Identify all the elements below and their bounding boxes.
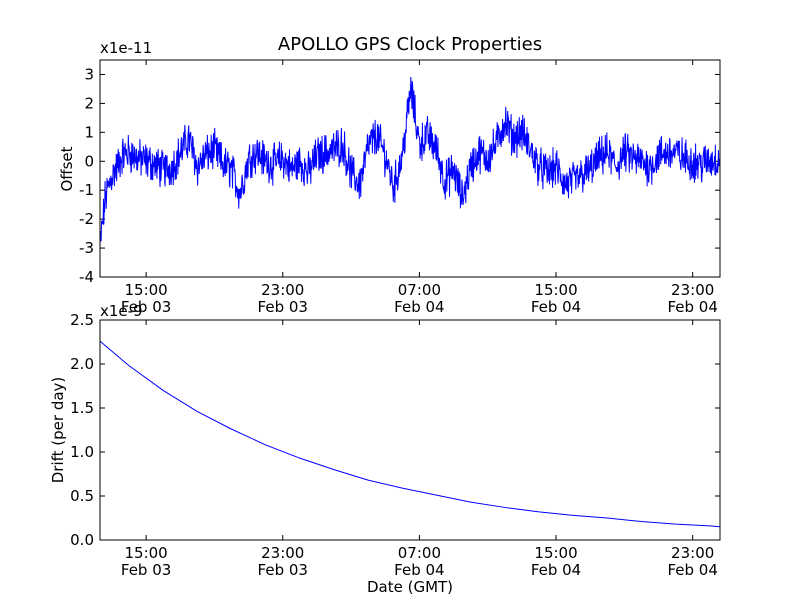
x-tick-label-time: 23:00 (671, 544, 714, 562)
y-multiplier-label: x1e-9 (100, 302, 143, 320)
x-tick-label-date: Feb 04 (531, 298, 581, 316)
x-tick-label-date: Feb 03 (258, 298, 308, 316)
drift-plot-frame (99, 319, 721, 541)
x-tick-label-date: Feb 04 (667, 298, 717, 316)
y-tick-label: 1.5 (70, 399, 94, 417)
y-tick-label: 2.0 (70, 355, 94, 373)
x-tick-label-date: Feb 04 (667, 561, 717, 579)
y-tick-label: 2.5 (70, 311, 94, 329)
y-tick-label: -4 (79, 268, 94, 286)
x-tick-label-time: 15:00 (534, 544, 577, 562)
drift-y-axis-label: Drift (per day) (49, 377, 67, 484)
y-tick-label: 0.5 (70, 487, 94, 505)
y-tick-label: 0.0 (70, 531, 94, 549)
drift-series-line (99, 340, 721, 528)
x-tick-label-date: Feb 04 (394, 561, 444, 579)
chart-title: APOLLO GPS Clock Properties (278, 34, 542, 55)
x-tick-label-time: 15:00 (124, 281, 167, 299)
offset-panel: APOLLO GPS Clock Properties x1e-11 -4 -3 -… (58, 34, 721, 316)
y-tick-label: 2 (84, 94, 94, 112)
y-tick-label: -3 (79, 239, 94, 257)
y-tick-label: -2 (79, 210, 94, 228)
x-axis-label: Date (GMT) (367, 578, 453, 596)
x-tick-label-date: Feb 03 (258, 561, 308, 579)
x-tick-label-time: 23:00 (261, 544, 304, 562)
offset-plot-frame (99, 59, 721, 278)
y-tick-label: 1.0 (70, 443, 94, 461)
x-tick-label-time: 07:00 (398, 544, 441, 562)
offset-series-line (99, 77, 721, 246)
offset-y-axis-label: Offset (58, 146, 76, 191)
x-tick-label-date: Feb 04 (531, 561, 581, 579)
x-tick-label-date: Feb 03 (121, 298, 171, 316)
y-tick-label: -1 (79, 181, 94, 199)
y-tick-label: 1 (84, 123, 94, 141)
x-tick-label-date: Feb 04 (394, 298, 444, 316)
x-tick-label-time: 23:00 (261, 281, 304, 299)
y-tick-label: 0 (84, 152, 94, 170)
x-tick-label-time: 23:00 (671, 281, 714, 299)
y-multiplier-label: x1e-11 (100, 39, 152, 57)
x-tick-label-date: Feb 03 (121, 561, 171, 579)
x-tick-label-time: 07:00 (398, 281, 441, 299)
x-tick-label-time: 15:00 (534, 281, 577, 299)
x-tick-label-time: 15:00 (124, 544, 167, 562)
y-tick-label: 3 (84, 65, 94, 83)
